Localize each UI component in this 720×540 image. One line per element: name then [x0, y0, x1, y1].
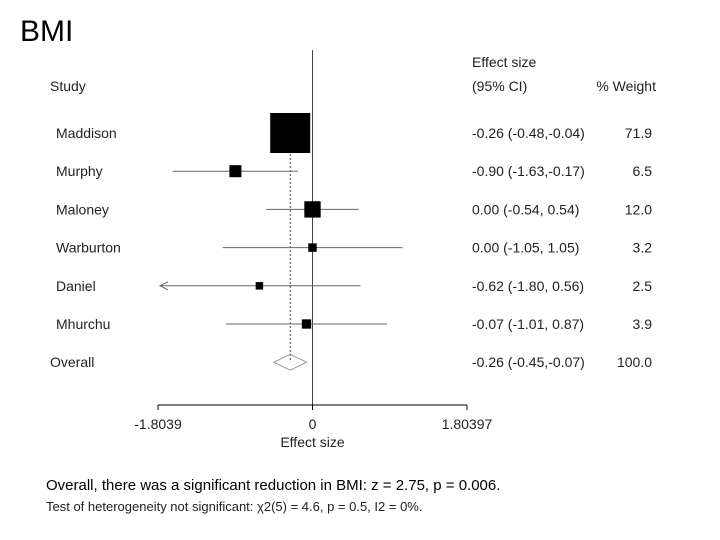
x-tick-label: -1.8039 [134, 416, 182, 432]
overall-diamond [272, 353, 308, 371]
ci-text: -0.07 (-1.01, 0.87) [472, 316, 584, 332]
study-name: Maddison [56, 125, 117, 141]
weight-text: 12.0 [625, 201, 652, 217]
x-tick-label: 1.80397 [442, 416, 493, 432]
header-ci: (95% CI) [472, 78, 527, 94]
x-tick-label: 0 [309, 416, 317, 432]
effect-marker [229, 165, 242, 178]
effect-marker [308, 243, 317, 252]
effect-marker [301, 319, 312, 329]
study-name: Mhurchu [56, 316, 110, 332]
weight-text: 71.9 [625, 125, 652, 141]
weight-text: 6.5 [633, 163, 653, 179]
weight-text: 2.5 [633, 278, 653, 294]
weight-text: 3.9 [633, 316, 653, 332]
study-name: Maloney [56, 201, 109, 217]
ci-text: -0.62 (-1.80, 0.56) [472, 278, 584, 294]
caption-sub: Test of heterogeneity not significant: χ… [46, 499, 423, 514]
study-name: Warburton [56, 240, 121, 256]
ci-text: -0.90 (-1.63,-0.17) [472, 163, 585, 179]
ci-text: -0.26 (-0.48,-0.04) [472, 125, 585, 141]
overall-weight-text: 100.0 [617, 354, 652, 370]
ci-text: 0.00 (-0.54, 0.54) [472, 201, 579, 217]
overall-name: Overall [50, 354, 94, 370]
effect-marker [304, 201, 321, 218]
study-name: Murphy [56, 163, 103, 179]
caption: Overall, there was a significant reducti… [46, 476, 706, 516]
effect-marker [255, 282, 264, 290]
caption-main: Overall, there was a significant reducti… [46, 477, 501, 494]
header-study: Study [50, 78, 86, 94]
overall-ci-text: -0.26 (-0.45,-0.07) [472, 354, 585, 370]
header-effect-size: Effect size [472, 54, 537, 70]
weight-text: 3.2 [633, 240, 653, 256]
header-weight: % Weight [596, 78, 656, 94]
ci-text: 0.00 (-1.05, 1.05) [472, 240, 579, 256]
forest-plot: Study Effect size (95% CI) % Weight Maddison… [50, 50, 656, 450]
x-axis-label: Effect size [280, 434, 345, 450]
effect-marker [270, 113, 311, 153]
slide-title: BMI [20, 15, 74, 48]
study-name: Daniel [56, 278, 96, 294]
